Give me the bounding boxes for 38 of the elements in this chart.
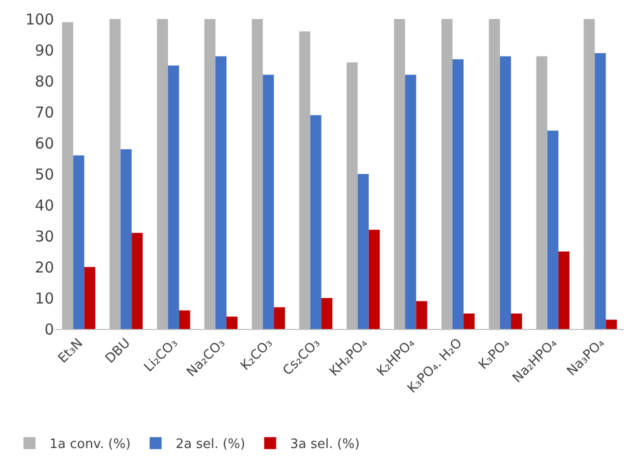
bar: [368, 230, 380, 329]
bar: [594, 53, 606, 329]
legend-label: 2a sel. (%): [176, 437, 246, 452]
bar: [464, 314, 475, 329]
y-tick-label: 40: [34, 196, 54, 214]
bar: [274, 307, 285, 329]
bar: [132, 232, 143, 329]
bar: [84, 267, 96, 329]
legend-label: 1a conv. (%): [49, 437, 131, 452]
y-tick-label: 50: [34, 165, 54, 184]
y-tick-label: 90: [34, 41, 54, 60]
bar: [606, 320, 617, 329]
bar: [168, 66, 180, 329]
y-tick-label: 80: [34, 72, 54, 90]
bar: [452, 59, 464, 329]
bar: [547, 130, 558, 329]
bar: [358, 174, 369, 329]
bar: [510, 314, 522, 329]
bar: [500, 56, 511, 329]
bar: [179, 310, 190, 329]
y-tick-label: 30: [34, 227, 54, 246]
legend-label: 3a sel. (%): [290, 437, 360, 452]
bar: [416, 301, 428, 329]
y-tick-label: 60: [34, 134, 54, 152]
bar: [226, 316, 238, 329]
bar: [310, 115, 322, 329]
y-tick-label: 20: [34, 258, 54, 276]
bar: [120, 149, 132, 329]
bar: [262, 74, 274, 329]
y-tick-label: 10: [34, 289, 54, 308]
bar: [558, 252, 570, 329]
bar: [321, 298, 332, 329]
bar: [215, 56, 226, 329]
y-tick-label: 0: [44, 320, 54, 338]
bar: [73, 155, 84, 329]
bar: [405, 74, 416, 329]
y-tick-label: 70: [34, 103, 54, 122]
y-tick-label: 100: [25, 10, 54, 28]
